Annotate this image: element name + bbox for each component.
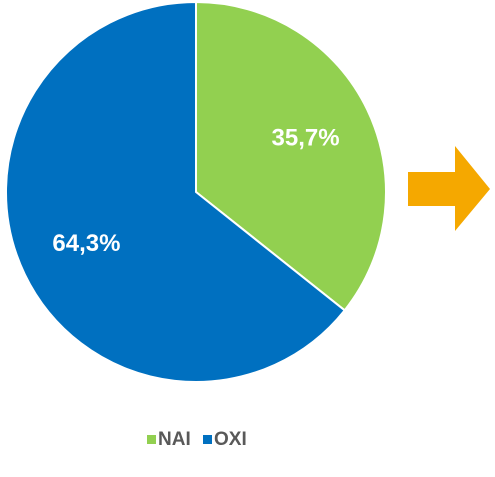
legend-label: NAI	[158, 429, 191, 450]
arrow	[408, 146, 490, 231]
value-label: 35,7%	[272, 125, 340, 152]
pie-slice	[195, 0, 387, 312]
pie-slice	[5, 0, 347, 383]
legend-label: OXI	[214, 429, 247, 450]
value-label: 64,3%	[52, 230, 120, 257]
legend-swatch	[203, 435, 212, 444]
legend-swatch	[147, 435, 156, 444]
